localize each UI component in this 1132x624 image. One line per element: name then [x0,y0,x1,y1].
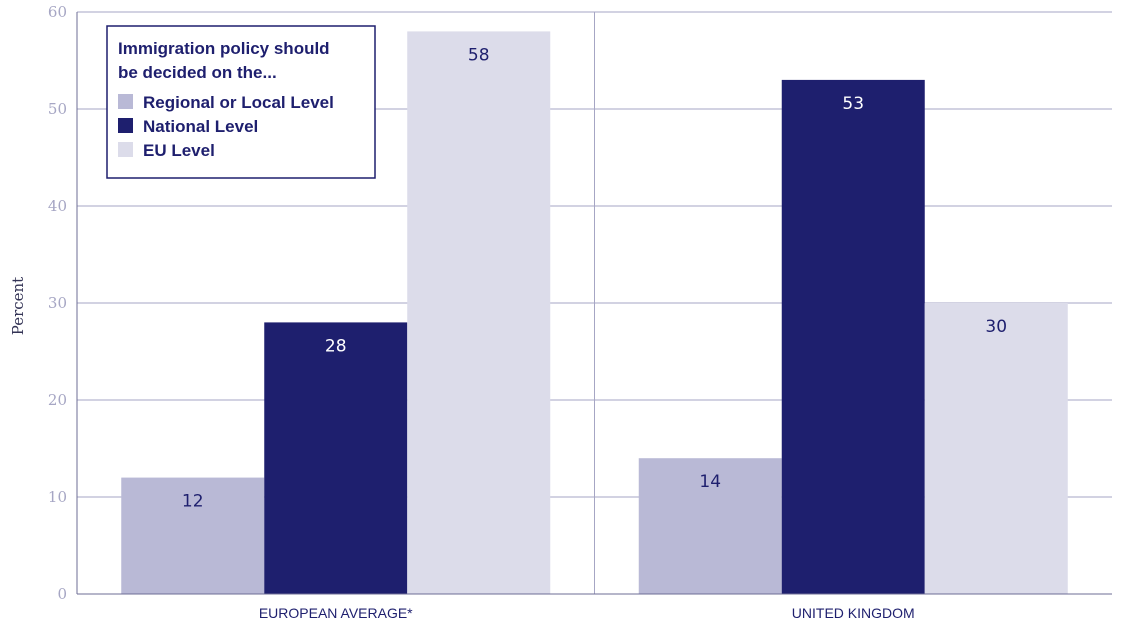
bar-0-0 [121,477,265,594]
bar-1-1 [781,79,925,594]
data-label-1-1: 53 [842,94,864,114]
y-tick-label-4: 40 [48,197,67,215]
legend-entry-1: National Level [143,117,258,136]
data-label-0-0: 12 [182,492,204,512]
bar-0-1 [264,322,408,594]
legend-entry-2: EU Level [143,141,215,160]
y-tick-label-6: 60 [48,3,67,21]
y-tick-label-1: 10 [48,488,67,506]
y-tick-label-5: 50 [48,100,67,118]
legend-entry-0: Regional or Local Level [143,93,334,112]
bar-1-0 [638,458,782,594]
x-tick-label-1: UNITED KINGDOM [792,605,915,621]
data-labels: 12 28 58 14 53 30 [182,45,1007,511]
legend: Immigration policy should be decided on … [106,25,376,179]
bar-0-2 [407,31,551,594]
bars [121,31,1068,594]
data-label-0-1: 28 [325,336,347,356]
legend-box [106,25,376,179]
axes [76,12,1112,595]
y-tick-label-0: 0 [57,585,67,603]
legend-title-line-2: be decided on the... [118,63,277,82]
y-axis-label: Percent [9,277,27,335]
x-tick-labels: EUROPEAN AVERAGE* UNITED KINGDOM [259,605,915,621]
data-label-0-2: 58 [468,45,490,65]
legend-swatch-0 [118,94,133,109]
data-label-1-0: 14 [699,472,721,492]
legend-swatch-2 [118,142,133,157]
data-label-1-2: 30 [985,317,1007,337]
y-tick-label-3: 30 [48,294,67,312]
x-tick-label-0: EUROPEAN AVERAGE* [259,605,413,621]
y-tick-label-2: 20 [48,391,67,409]
legend-title-line-1: Immigration policy should [118,39,330,58]
legend-swatch-1 [118,118,133,133]
bar-1-2 [924,303,1068,594]
y-tick-labels: 0 10 20 30 40 50 60 [48,3,67,603]
